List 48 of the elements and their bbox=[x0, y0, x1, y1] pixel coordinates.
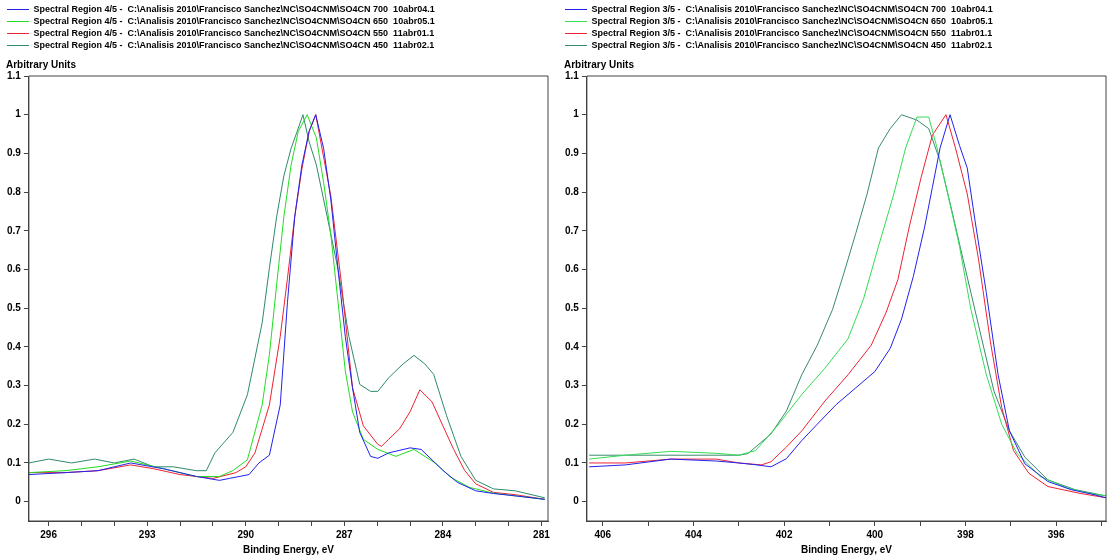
x-tick-label: 398 bbox=[957, 528, 975, 540]
y-tick-label: 0.7 bbox=[7, 224, 22, 236]
y-tick-label: 0 bbox=[15, 495, 22, 507]
x-tick-label: 402 bbox=[775, 528, 793, 540]
y-tick-label: 0.6 bbox=[7, 263, 22, 275]
x-tick-label: 296 bbox=[40, 528, 58, 540]
y-tick-label: 1.1 bbox=[565, 69, 580, 81]
y-tick-label: 0.4 bbox=[565, 340, 580, 352]
legend-label: Spectral Region 3/5 - C:\Analisis 2010\Francisco Sanchez\NC\SO4CNM\SO4CN 550 11abr01.1 bbox=[591, 27, 993, 38]
y-tick-label: 1 bbox=[15, 108, 22, 120]
y-tick-label: 1 bbox=[573, 108, 580, 120]
y-tick-label: 0.6 bbox=[565, 263, 580, 275]
y-tick-label: 0.8 bbox=[565, 185, 580, 197]
legend-label: Spectral Region 3/5 - C:\Analisis 2010\Francisco Sanchez\NC\SO4CNM\SO4CN 450 11abr02.1 bbox=[591, 39, 993, 50]
legend-label: Spectral Region 3/5 - C:\Analisis 2010\Francisco Sanchez\NC\SO4CNM\SO4CN 650 10abr05.1 bbox=[591, 15, 993, 26]
x-tick-label: 290 bbox=[237, 528, 255, 540]
x-tick-label: 284 bbox=[434, 528, 452, 540]
y-tick-label: 0 bbox=[573, 495, 580, 507]
x-tick-label: 406 bbox=[594, 528, 612, 540]
x-tick-label: 281 bbox=[533, 528, 551, 540]
x-tick-label: 404 bbox=[685, 528, 703, 540]
y-tick-label: 0.4 bbox=[7, 340, 22, 352]
y-tick-label: 0.8 bbox=[7, 185, 22, 197]
legend-label: Spectral Region 4/5 - C:\Analisis 2010\Francisco Sanchez\NC\SO4CNM\SO4CN 550 11abr01.1 bbox=[33, 27, 435, 38]
x-axis-title: Binding Energy, eV bbox=[800, 543, 893, 555]
x-tick-label: 400 bbox=[866, 528, 884, 540]
y-axis-title: Arbitrary Units bbox=[564, 58, 635, 70]
y-tick-label: 0.9 bbox=[565, 147, 580, 159]
y-tick-label: 0.1 bbox=[7, 456, 22, 468]
y-tick-label: 0.7 bbox=[565, 224, 580, 236]
legend-label: Spectral Region 4/5 - C:\Analisis 2010\Francisco Sanchez\NC\SO4CNM\SO4CN 700 10abr04.1 bbox=[33, 3, 435, 14]
y-tick-label: 0.1 bbox=[565, 456, 580, 468]
x-tick-label: 396 bbox=[1047, 528, 1065, 540]
legend-label: Spectral Region 4/5 - C:\Analisis 2010\Francisco Sanchez\NC\SO4CNM\SO4CN 650 10abr05.1 bbox=[33, 15, 435, 26]
y-tick-label: 0.2 bbox=[7, 418, 22, 430]
legend-label: Spectral Region 3/5 - C:\Analisis 2010\Francisco Sanchez\NC\SO4CNM\SO4CN 700 10abr04.1 bbox=[591, 3, 993, 14]
x-axis-title: Binding Energy, eV bbox=[242, 543, 335, 555]
y-tick-label: 0.3 bbox=[565, 379, 580, 391]
y-tick-label: 0.3 bbox=[7, 379, 22, 391]
legend-label: Spectral Region 4/5 - C:\Analisis 2010\Francisco Sanchez\NC\SO4CNM\SO4CN 450 11abr02.1 bbox=[33, 39, 435, 50]
y-tick-label: 0.5 bbox=[565, 301, 580, 313]
y-tick-label: 0.9 bbox=[7, 147, 22, 159]
x-tick-label: 293 bbox=[138, 528, 156, 540]
x-tick-label: 287 bbox=[335, 528, 354, 540]
y-tick-label: 0.2 bbox=[565, 418, 580, 430]
y-tick-label: 1.1 bbox=[7, 69, 22, 81]
y-tick-label: 0.5 bbox=[7, 301, 22, 313]
y-axis-title: Arbitrary Units bbox=[6, 58, 77, 70]
